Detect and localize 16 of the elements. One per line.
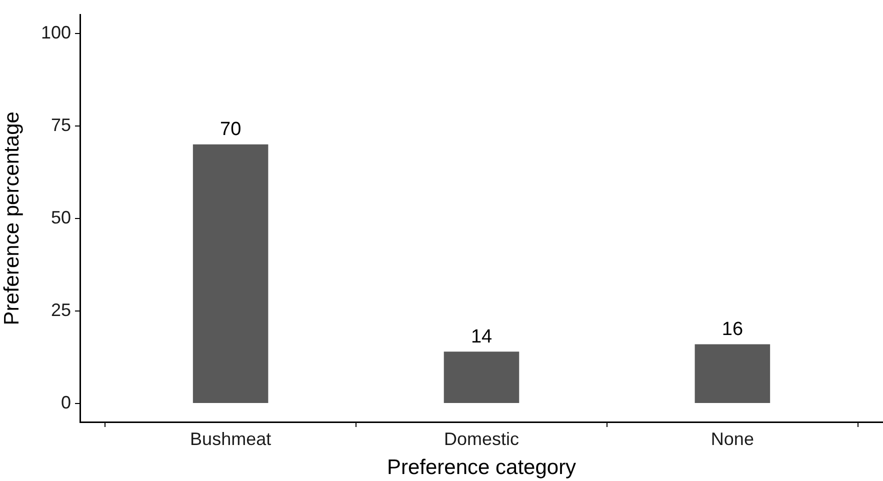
y-tick-label: 25: [50, 300, 71, 320]
y-tick-label: 100: [40, 22, 71, 42]
x-axis-title: Preference category: [386, 456, 577, 480]
x-tick-label: Bushmeat: [190, 428, 272, 449]
y-axis-title: Preference percentage: [0, 112, 24, 326]
data-label: 70: [220, 119, 242, 140]
x-tick-label: None: [710, 428, 754, 449]
y-tick-label: 50: [50, 207, 71, 228]
data-label: 16: [722, 318, 744, 340]
x-tick-label: Domestic: [444, 428, 520, 449]
y-tick-label: 0: [60, 392, 71, 412]
bar: [192, 144, 268, 403]
bar: [444, 352, 520, 403]
data-label: 14: [470, 326, 492, 348]
bar: [694, 344, 770, 403]
y-tick-label: 75: [50, 114, 71, 135]
